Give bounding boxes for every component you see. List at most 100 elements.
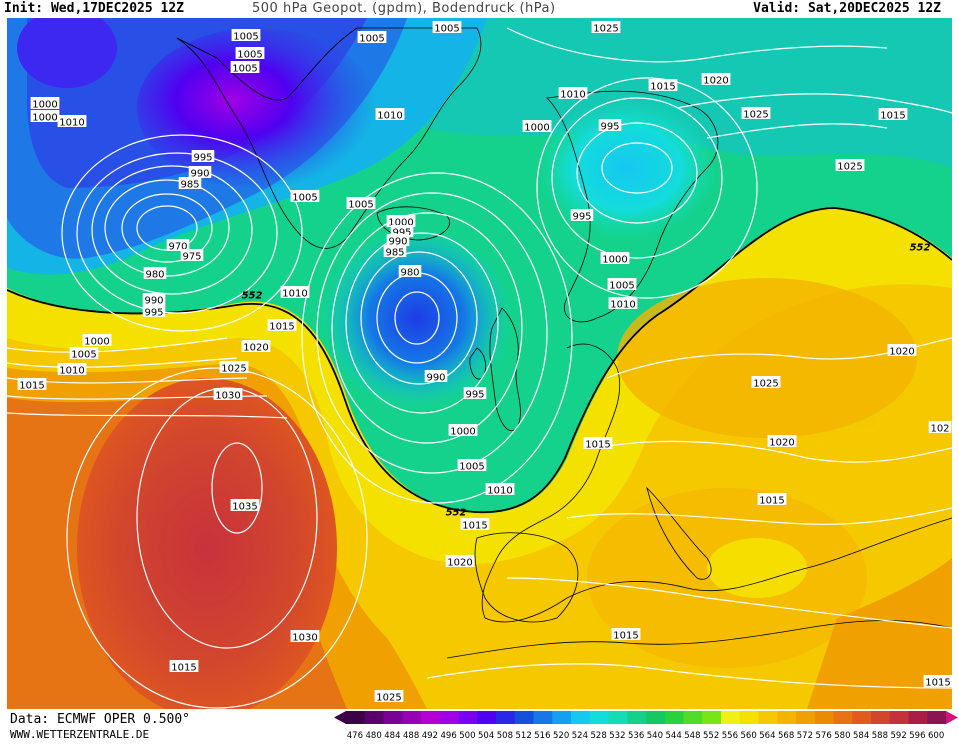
pressure-label: 1010: [558, 87, 588, 101]
pressure-label-text: 1025: [753, 379, 778, 390]
pressure-label-bg: [346, 197, 376, 209]
pressure-label-text: 1000: [524, 123, 549, 134]
pressure-label: 1025: [835, 159, 865, 173]
pressure-label-bg: [235, 47, 265, 59]
colorbar-tick-label: 508: [497, 731, 513, 741]
pressure-label: 1015: [878, 108, 908, 122]
pressure-label-text: 1005: [232, 64, 257, 75]
pressure-label-bg: [485, 483, 515, 495]
weather-map[interactable]: 1005 1005 1005 1025 1000 1000 1005 1010 1010 1005…: [7, 18, 952, 709]
colorbar-swatch: [702, 711, 722, 724]
pressure-label: 1005: [69, 347, 99, 361]
pressure-label: 1010: [485, 483, 515, 497]
pressure-label-text: 1005: [292, 193, 317, 204]
pressure-label-bg: [751, 376, 781, 388]
pressure-label: 1000: [30, 97, 60, 111]
pressure-label-text: 1020: [243, 343, 268, 354]
pressure-label: 995: [463, 387, 487, 401]
colorbar-swatch: [852, 711, 872, 724]
colorbar-tick-label: 532: [609, 731, 625, 741]
colorbar-swatch: [664, 711, 684, 724]
colorbar-arrow-left: [334, 711, 346, 724]
pressure-label-text: 995: [392, 228, 411, 239]
pressure-label: 1010: [608, 297, 638, 311]
colorbar-tick-label: 600: [928, 731, 944, 741]
pressure-label-bg: [180, 249, 204, 261]
pressure-label: 1010: [57, 363, 87, 377]
pressure-label-text: 985: [385, 248, 404, 259]
colorbar-legend: 476 480 484 488 492 496 500 504 508 512 516 520 524 5…: [334, 711, 958, 741]
colorbar-tick-label: 568: [778, 731, 794, 741]
colorbar-swatch: [589, 711, 609, 724]
pressure-label-bg: [701, 73, 731, 85]
colorbar-swatch: [571, 711, 591, 724]
pressure-label: 1025: [374, 690, 404, 704]
colorbar-arrow-right: [946, 711, 958, 724]
colorbar-tick-label: 544: [666, 731, 682, 741]
colorbar-tick-label: 484: [384, 731, 400, 741]
pressure-label: 1005: [357, 31, 387, 45]
colorbar-tick-label: 540: [647, 731, 663, 741]
pressure-label-text: 1005: [459, 462, 484, 473]
colorbar-swatch: [364, 711, 384, 724]
pressure-label-bg: [213, 388, 243, 400]
map-header: Init: Wed,17DEC2025 12Z 500 hPa Geopot. …: [0, 0, 959, 18]
pressure-label-text: 1010: [487, 486, 512, 497]
colorbar-tick-label: 500: [459, 731, 475, 741]
colorbar-tick-label: 580: [834, 731, 850, 741]
pressure-label-bg: [143, 267, 167, 279]
pressure-label: 990: [142, 293, 166, 307]
pressure-label-text: 1020: [447, 558, 472, 569]
pressure-label-text: 1005: [434, 24, 459, 35]
colorbar-swatch: [871, 711, 891, 724]
colorbar-swatch: [383, 711, 403, 724]
pressure-label-text: 980: [145, 270, 164, 281]
pressure-label: 1015: [267, 319, 297, 333]
pressure-label-text: 980: [400, 268, 419, 279]
pressure-label-text: 1005: [609, 281, 634, 292]
pressure-label-text: 1025: [593, 24, 618, 35]
pressure-label: 1000: [30, 110, 60, 124]
colorbar-swatch: [627, 711, 647, 724]
colorbar-swatch: [402, 711, 422, 724]
pressure-label: 1025: [741, 107, 771, 121]
colorbar-swatch: [646, 711, 666, 724]
pressure-label-text: 1015: [462, 521, 487, 532]
colorbar-swatch: [796, 711, 816, 724]
pressure-label-text: 1030: [292, 633, 317, 644]
pressure-label-bg: [835, 159, 865, 171]
pressure-label-text: 1030: [215, 391, 240, 402]
pressure-label-bg: [398, 265, 422, 277]
pressure-label: 1030: [213, 388, 243, 402]
pressure-label-text: 1025: [376, 693, 401, 704]
colorbar-tick-label: 476: [347, 731, 363, 741]
colorbar-swatch: [721, 711, 741, 724]
colorbar-tick-label: 572: [797, 731, 813, 741]
pressure-label-text: 995: [144, 308, 163, 319]
pressure-label: 1015: [17, 378, 47, 392]
colorbar-swatch: [346, 711, 366, 724]
pressure-label-bg: [460, 518, 490, 530]
colorbar-tick-label: 576: [816, 731, 832, 741]
pressure-label-bg: [357, 31, 387, 43]
colorbar-swatch: [439, 711, 459, 724]
pressure-label: 552: [910, 243, 931, 254]
pressure-label-text: 552: [242, 291, 263, 302]
pressure-label-text: 1020: [769, 438, 794, 449]
pressure-label: 1000: [522, 120, 552, 134]
pressure-label-text: 1005: [359, 34, 384, 45]
colorbar-tick-label: 560: [741, 731, 757, 741]
pressure-label: 980: [398, 265, 422, 279]
colorbar-tick-label: 496: [441, 731, 457, 741]
azores-high: [77, 378, 337, 709]
pressure-label-text: 1025: [743, 110, 768, 121]
pressure-label-text: 552: [446, 508, 467, 519]
colorbar-swatch: [608, 711, 628, 724]
pressure-label: 1030: [290, 630, 320, 644]
pressure-label-bg: [17, 378, 47, 390]
pressure-label-text: 1010: [59, 118, 84, 129]
pressure-label-text: 1015: [759, 496, 784, 507]
pressure-label-bg: [757, 493, 787, 505]
pressure-label: 1000: [386, 215, 416, 229]
pressure-label: 1020: [767, 435, 797, 449]
